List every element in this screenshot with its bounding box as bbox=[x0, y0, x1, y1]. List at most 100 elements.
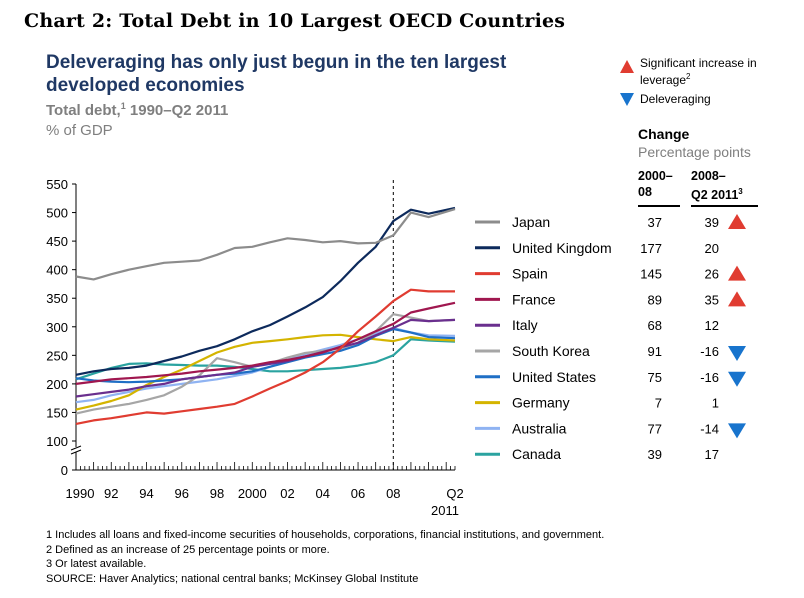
y-tick-label: 0 bbox=[61, 463, 68, 478]
chart-headline: Deleveraging has only just begun in the … bbox=[46, 52, 507, 96]
x-tick-label: 96 bbox=[175, 486, 189, 501]
series-line-japan bbox=[75, 208, 456, 281]
y-tick-label: 200 bbox=[46, 377, 68, 392]
series-line-germany bbox=[75, 333, 456, 411]
footnote-3: 3 Or latest available. bbox=[46, 558, 147, 570]
legend-label-japan: Japan bbox=[512, 214, 550, 230]
key-deleveraging: Deleveraging bbox=[640, 92, 711, 106]
series-line-italy bbox=[75, 318, 456, 398]
footnote-1: 1 Includes all loans and fixed-income se… bbox=[46, 529, 605, 541]
x-tick-label: 92 bbox=[104, 486, 118, 501]
decrease-triangle-icon bbox=[728, 346, 746, 361]
col2-header-text: Q2 2011 bbox=[691, 188, 739, 203]
axis-break-mark-top bbox=[70, 445, 82, 451]
col2-header-footnote-mark: 3 bbox=[738, 187, 743, 196]
change-2000-08-south-korea: 91 bbox=[648, 344, 662, 359]
increase-triangle-icon bbox=[728, 291, 746, 307]
key-decrease-triangle-icon bbox=[620, 93, 634, 106]
col1-header-line2: 08 bbox=[638, 185, 652, 199]
y-tick-label: 150 bbox=[46, 405, 68, 420]
y-tick-label: 300 bbox=[46, 320, 68, 335]
col-2008-q2-2011-header: 2008– Q2 20113 bbox=[691, 168, 761, 203]
x-tick-label: Q2 bbox=[446, 486, 463, 501]
col-2000-08-header: 2000– 08 bbox=[638, 168, 680, 200]
change-2000-08-canada: 39 bbox=[648, 447, 662, 462]
change-2000-08-australia: 77 bbox=[648, 421, 662, 436]
change-2008-q2-2011-france: 35 bbox=[705, 292, 719, 307]
change-2000-08-italy: 68 bbox=[648, 318, 662, 333]
chart-heading: Chart 2: Total Debt in 10 Largest OECD C… bbox=[24, 10, 566, 32]
legend-label-australia: Australia bbox=[512, 420, 567, 436]
footnotes: 1 Includes all loans and fixed-income se… bbox=[46, 528, 604, 586]
col2-header-line1: 2008– bbox=[691, 169, 726, 183]
increase-key-footnote-mark: 2 bbox=[686, 72, 691, 81]
change-2008-q2-2011-south-korea: -16 bbox=[700, 344, 719, 359]
change-2008-q2-2011-united-states: -16 bbox=[700, 370, 719, 385]
change-2008-q2-2011-germany: 1 bbox=[712, 396, 719, 411]
source-note: SOURCE: Haver Analytics; national centra… bbox=[46, 572, 419, 585]
change-subtitle: Percentage points bbox=[638, 144, 751, 160]
change-2008-q2-2011-united-kingdom: 20 bbox=[705, 241, 719, 256]
change-2008-q2-2011-japan: 39 bbox=[705, 215, 719, 230]
x-tick-label: 06 bbox=[351, 486, 365, 501]
col2-header-line2: Q2 20113 bbox=[691, 184, 761, 203]
change-2000-08-germany: 7 bbox=[655, 396, 662, 411]
x-tick-label: 98 bbox=[210, 486, 224, 501]
series-line-canada bbox=[75, 338, 456, 381]
legend-label-italy: Italy bbox=[512, 317, 538, 333]
legend-label-south-korea: South Korea bbox=[512, 343, 590, 359]
key-increase: Significant increase in leverage2 bbox=[640, 56, 788, 87]
y-tick-label: 450 bbox=[46, 234, 68, 249]
x-tick-sublabel: 2011 bbox=[431, 503, 459, 518]
legend-label-germany: Germany bbox=[512, 395, 570, 411]
change-2000-08-united-states: 75 bbox=[648, 370, 662, 385]
x-tick-label: 2000 bbox=[238, 486, 267, 501]
x-tick-label: 94 bbox=[139, 486, 153, 501]
col1-header-line1: 2000– bbox=[638, 169, 673, 183]
change-2000-08-france: 89 bbox=[648, 292, 662, 307]
series-line-united-states bbox=[75, 328, 456, 384]
change-2008-q2-2011-canada: 17 bbox=[705, 447, 719, 462]
legend-label-spain: Spain bbox=[512, 266, 548, 282]
y-tick-label: 350 bbox=[46, 291, 68, 306]
y-tick-label: 400 bbox=[46, 263, 68, 278]
x-tick-label: 1990 bbox=[66, 486, 95, 501]
legend-label-united-states: United States bbox=[512, 369, 596, 385]
key-increase-triangle-icon bbox=[620, 60, 634, 73]
change-2000-08-united-kingdom: 177 bbox=[640, 241, 662, 256]
subtitle-range: 1990–Q2 2011 bbox=[125, 102, 229, 119]
change-2000-08-spain: 145 bbox=[640, 267, 662, 282]
series-line-france bbox=[75, 301, 456, 385]
chart-subtitle: Total debt,1 1990–Q2 2011 bbox=[46, 101, 228, 119]
subtitle-footnote-mark: 1 bbox=[120, 101, 126, 111]
axis-break-mark-bottom bbox=[70, 449, 82, 455]
y-tick-label: 250 bbox=[46, 348, 68, 363]
x-tick-label: 08 bbox=[386, 486, 400, 501]
increase-triangle-icon bbox=[728, 265, 746, 281]
series-line-spain bbox=[75, 288, 455, 425]
footnote-2: 2 Defined as an increase of 25 percentag… bbox=[46, 543, 330, 556]
y-tick-label: 550 bbox=[46, 177, 68, 192]
y-tick-label: 100 bbox=[46, 434, 68, 449]
legend-label-france: France bbox=[512, 291, 556, 307]
legend-label-canada: Canada bbox=[512, 446, 561, 462]
subtitle-text: Total debt, bbox=[46, 102, 121, 119]
legend-label-united-kingdom: United Kingdom bbox=[512, 240, 612, 256]
change-2000-08-japan: 37 bbox=[648, 215, 662, 230]
decrease-triangle-icon bbox=[728, 371, 746, 387]
col2-rule bbox=[691, 205, 758, 207]
change-title: Change bbox=[638, 126, 690, 142]
increase-key-text: Significant increase in leverage bbox=[640, 56, 757, 87]
x-tick-label: 04 bbox=[316, 486, 330, 501]
change-2008-q2-2011-spain: 26 bbox=[705, 267, 719, 282]
col1-rule bbox=[638, 205, 680, 207]
change-2008-q2-2011-italy: 12 bbox=[705, 318, 719, 333]
unit-label: % of GDP bbox=[46, 122, 113, 139]
series-line-united-kingdom bbox=[75, 206, 456, 376]
increase-triangle-icon bbox=[728, 214, 746, 229]
y-tick-label: 500 bbox=[46, 206, 68, 221]
decrease-triangle-icon bbox=[728, 423, 746, 439]
x-tick-label: 02 bbox=[280, 486, 294, 501]
change-2008-q2-2011-australia: -14 bbox=[700, 421, 719, 436]
